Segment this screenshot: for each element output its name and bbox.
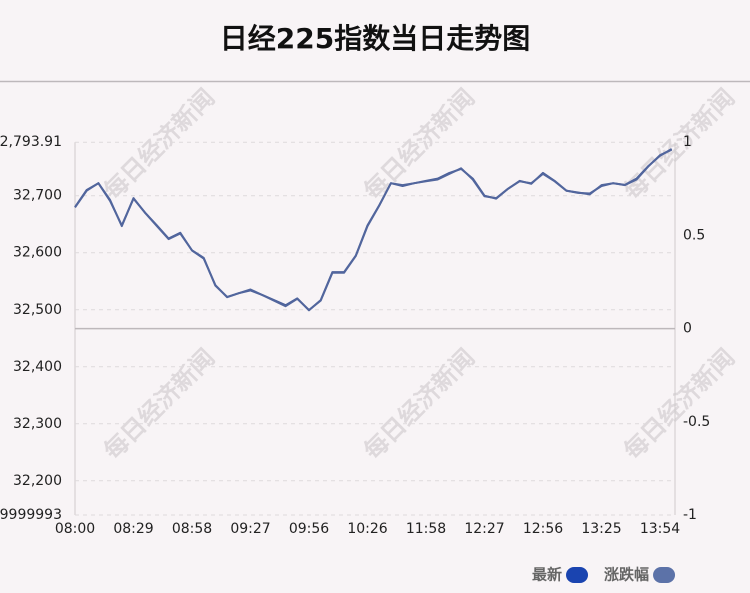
x-tick-label: 09:27 — [230, 521, 270, 537]
y-tick-label: 32,700 — [13, 188, 62, 204]
line-series — [74, 148, 673, 311]
legend-swatch — [653, 567, 676, 583]
y-tick-label: 32,139.9999993 — [0, 507, 62, 523]
chart-title: 日经225指数当日走势图 — [220, 22, 530, 55]
y-tick-label: 32,793.91 — [0, 134, 62, 150]
x-tick-label: 12:56 — [523, 521, 563, 537]
x-tick-label: 11:58 — [406, 521, 446, 537]
y-tick-label: 32,300 — [13, 416, 62, 432]
x-tick-label: 08:29 — [113, 521, 153, 537]
y-tick-label: 32,500 — [13, 302, 62, 318]
legend-label: 涨跌幅 — [604, 566, 649, 584]
y-tick-label: 32,400 — [13, 359, 62, 375]
x-tick-label: 08:00 — [55, 521, 95, 537]
y2-tick-label: 0 — [683, 321, 692, 337]
x-tick-label: 10:26 — [347, 521, 387, 537]
legend-label: 最新 — [532, 566, 562, 584]
y-tick-label: 32,600 — [13, 245, 62, 261]
x-tick-label: 13:54 — [640, 521, 680, 537]
y2-tick-label: -0.5 — [683, 414, 710, 430]
x-tick-label: 12:27 — [464, 521, 504, 537]
x-tick-label: 08:58 — [172, 521, 212, 537]
x-tick-label: 13:25 — [581, 521, 621, 537]
y2-tick-label: 1 — [683, 134, 692, 150]
y2-tick-label: -1 — [683, 507, 697, 523]
y2-tick-label: 0.5 — [683, 227, 705, 243]
plot-area: 32,139.9999993 32,200 32,300 32,400 32,500 32… — [0, 134, 710, 537]
y-tick-label: 32,200 — [13, 473, 62, 489]
legend-swatch — [566, 567, 589, 583]
x-tick-label: 09:56 — [289, 521, 329, 537]
